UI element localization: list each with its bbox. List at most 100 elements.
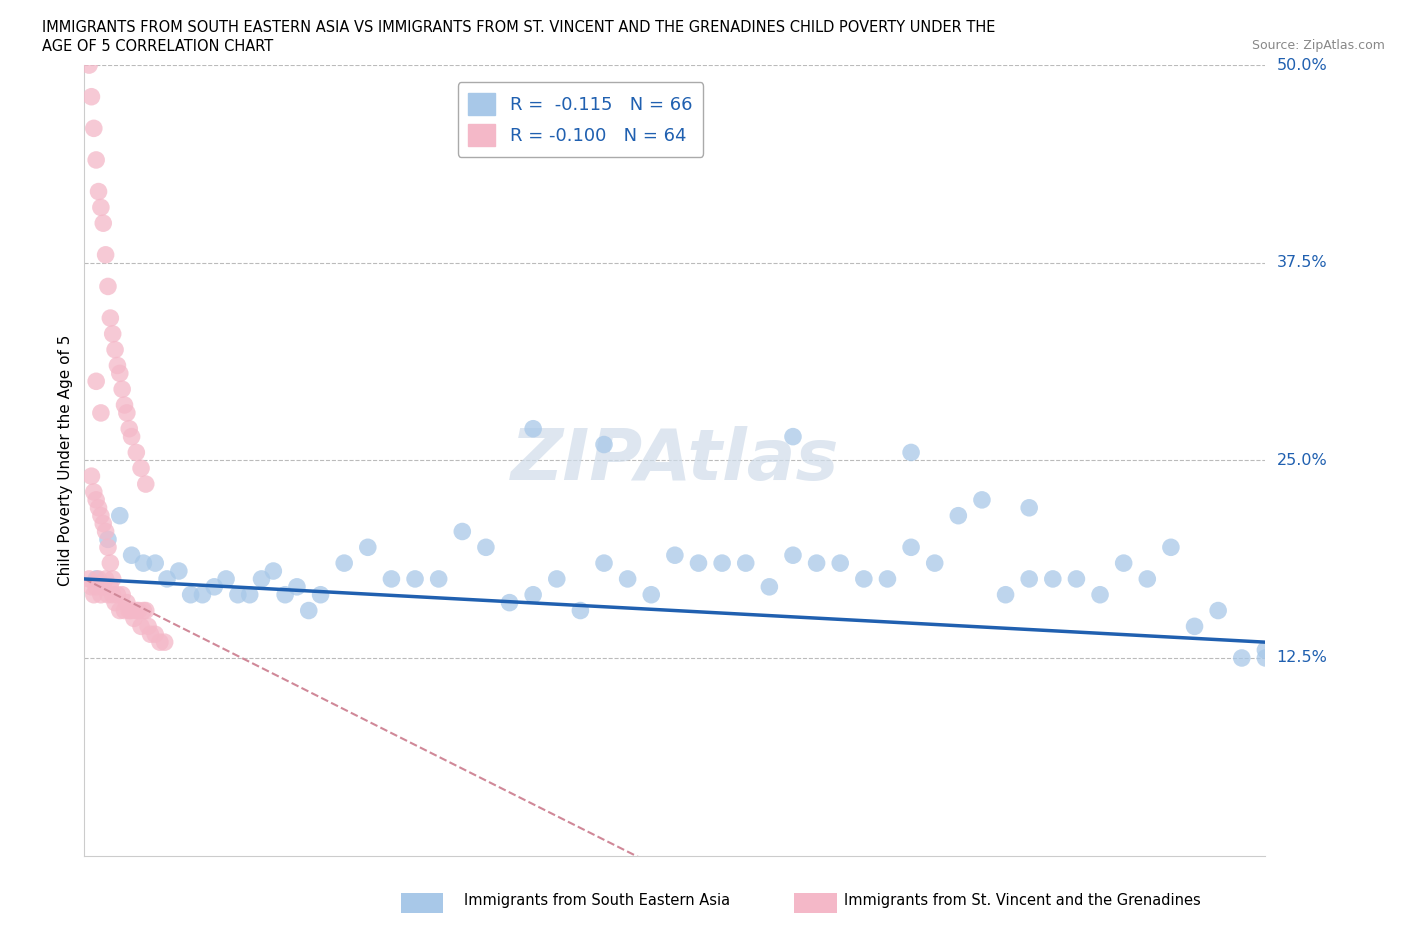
Point xyxy=(115,595,138,610)
Point xyxy=(104,595,127,610)
Point xyxy=(149,634,172,649)
Point xyxy=(1042,571,1064,587)
Point xyxy=(129,461,152,476)
Point xyxy=(91,579,114,594)
Point xyxy=(129,619,152,634)
Point xyxy=(782,430,804,445)
Point xyxy=(309,588,332,603)
Point xyxy=(101,571,124,587)
Point xyxy=(122,611,145,626)
Point xyxy=(111,382,134,397)
Point xyxy=(80,579,103,594)
Point xyxy=(569,604,592,618)
Point xyxy=(215,571,238,587)
Point xyxy=(118,421,141,436)
Text: 12.5%: 12.5% xyxy=(1277,650,1327,666)
Text: 50.0%: 50.0% xyxy=(1277,58,1327,73)
Point xyxy=(451,525,474,539)
Point xyxy=(970,493,993,508)
Point xyxy=(135,604,157,618)
Point xyxy=(498,595,520,610)
Point xyxy=(139,627,162,642)
Point xyxy=(80,469,103,484)
Point xyxy=(333,556,356,571)
Point xyxy=(1112,556,1135,571)
Point xyxy=(522,588,544,603)
Point xyxy=(84,374,107,389)
Point xyxy=(107,588,129,603)
Point xyxy=(226,588,249,603)
Point xyxy=(806,556,828,571)
Text: ZIPAtlas: ZIPAtlas xyxy=(510,426,839,495)
Point xyxy=(900,539,922,554)
Point xyxy=(404,571,426,587)
Point xyxy=(87,571,110,587)
Text: IMMIGRANTS FROM SOUTH EASTERN ASIA VS IMMIGRANTS FROM ST. VINCENT AND THE GRENAD: IMMIGRANTS FROM SOUTH EASTERN ASIA VS IM… xyxy=(42,20,995,35)
Point xyxy=(664,548,686,563)
Point xyxy=(97,539,120,554)
Point xyxy=(616,571,638,587)
Point xyxy=(90,588,112,603)
Point xyxy=(136,619,159,634)
Point xyxy=(1066,571,1088,587)
Point xyxy=(758,579,780,594)
Point xyxy=(522,421,544,436)
Point xyxy=(101,588,124,603)
Point xyxy=(107,358,129,373)
Point xyxy=(475,539,498,554)
Point xyxy=(900,445,922,459)
Point xyxy=(1018,571,1040,587)
Point xyxy=(239,588,262,603)
Point xyxy=(108,365,131,381)
Point xyxy=(1088,588,1111,603)
Point xyxy=(97,588,120,603)
Point xyxy=(87,184,110,199)
Point xyxy=(1206,604,1229,618)
Y-axis label: Child Poverty Under the Age of 5: Child Poverty Under the Age of 5 xyxy=(58,335,73,586)
Point xyxy=(202,579,225,594)
Point xyxy=(80,89,103,104)
Point xyxy=(167,564,190,578)
Point xyxy=(427,571,450,587)
Point xyxy=(153,634,176,649)
Point xyxy=(924,556,946,571)
Point xyxy=(1254,643,1277,658)
Point xyxy=(593,556,616,571)
Point xyxy=(298,604,321,618)
Point xyxy=(83,485,105,499)
Point xyxy=(98,579,121,594)
Point xyxy=(98,556,121,571)
Point xyxy=(104,342,127,357)
Point xyxy=(98,311,121,325)
Point xyxy=(1184,619,1206,634)
Point xyxy=(994,588,1017,603)
Point xyxy=(782,548,804,563)
Point xyxy=(77,571,100,587)
Point xyxy=(94,571,117,587)
Point xyxy=(380,571,402,587)
Point xyxy=(114,604,136,618)
Point xyxy=(180,588,202,603)
Point xyxy=(115,405,138,420)
Point xyxy=(546,571,568,587)
Point xyxy=(121,430,143,445)
Point xyxy=(143,627,166,642)
Point xyxy=(83,588,105,603)
Point xyxy=(108,508,131,523)
Point xyxy=(135,476,157,491)
Point xyxy=(1254,651,1277,666)
Point xyxy=(108,604,131,618)
Point xyxy=(111,588,134,603)
Point xyxy=(948,508,970,523)
Point xyxy=(274,588,297,603)
Point xyxy=(125,604,148,618)
Point xyxy=(250,571,273,587)
Point xyxy=(876,571,898,587)
Point xyxy=(1230,651,1253,666)
Point xyxy=(262,564,284,578)
Point xyxy=(121,604,143,618)
Text: Immigrants from St. Vincent and the Grenadines: Immigrants from St. Vincent and the Gren… xyxy=(844,893,1201,908)
Point xyxy=(357,539,380,554)
Point xyxy=(125,445,148,459)
Point xyxy=(77,58,100,73)
